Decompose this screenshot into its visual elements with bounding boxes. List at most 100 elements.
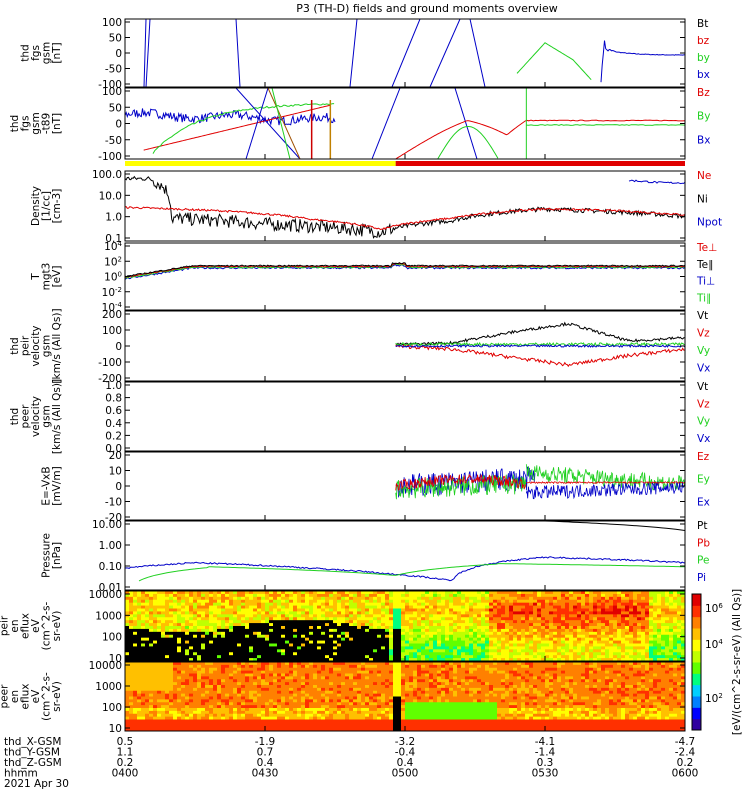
legend-blue: Vx	[697, 363, 710, 375]
ni-trace	[125, 175, 685, 239]
x-axis-value: -4.1	[535, 736, 556, 748]
y-tick-label: 1.0	[105, 212, 122, 224]
x-axis-value: 0.7	[257, 747, 274, 759]
ylabel-line: (cm^2-s-	[41, 672, 53, 721]
colorbar-tick: 104	[705, 638, 723, 651]
y-tick-label: 0.4	[105, 418, 122, 430]
y-tick-label: 200	[102, 309, 122, 321]
y-tick-label: 10	[109, 466, 122, 478]
fgs-gsm-t89-traces	[125, 88, 685, 159]
y-tick-label: 0	[115, 48, 122, 60]
y-tick-label: 0	[115, 481, 122, 493]
y-tick-label: -100	[98, 79, 122, 91]
peer-velocity-legend: Vt Vz Vy Vx	[697, 381, 710, 445]
bx-segment	[145, 19, 151, 87]
y-tick-label: -10	[105, 497, 122, 509]
bx-trace	[600, 40, 685, 83]
y-tick-label: 50	[109, 33, 122, 45]
density-legend: Ne Ni Npot	[697, 170, 722, 229]
y-tick-label: 0.8	[105, 393, 122, 405]
fgs-gsm-legend: Bt bz by bx	[697, 18, 710, 81]
ylabel-line: gsm	[30, 112, 42, 134]
x-axis-value: -1.9	[255, 736, 276, 748]
ylabel-line: [nT]	[51, 42, 63, 63]
legend-green: Ti∥	[696, 292, 711, 304]
y-tick-label: -200	[98, 373, 122, 385]
x-axis-date: 2021 Apr 30	[4, 778, 69, 790]
y-tick-label: 100.0	[92, 169, 122, 181]
ne-trace	[125, 205, 685, 231]
ylabel-line: thd	[9, 115, 21, 132]
ylabel-line: (cm^2-s-	[41, 601, 53, 650]
temperature-legend: Te⊥ Te∥ Ti⊥ Ti∥	[696, 242, 717, 304]
temperature-traces	[125, 262, 685, 280]
fgs-gsm-y-ticks: 100 50 0 -50 -100	[98, 17, 122, 91]
ylabel-line: en	[9, 619, 21, 632]
y-tick-label: 100	[102, 702, 122, 714]
y-tick-label: 0.2	[105, 430, 122, 442]
npot-trace	[628, 179, 685, 185]
peir-velocity-y-ticks: 200 100 0 -100 -200	[98, 309, 122, 385]
legend-blue: Ex	[697, 496, 710, 508]
plot-title: P3 (TH-D) fields and ground moments over…	[296, 2, 558, 15]
y-tick-label: 0	[115, 341, 122, 353]
x-axis-value: 0.3	[537, 757, 554, 769]
legend-red: Vz	[697, 398, 710, 410]
bx-segment	[349, 19, 358, 87]
bx-segment	[235, 19, 241, 87]
y-tick-label: 0.1	[105, 233, 122, 245]
pressure-ylabel: Pressure[nPa]	[41, 533, 64, 578]
ylabel-line: mgt3	[41, 263, 53, 291]
ylabel-line: Pressure	[41, 533, 53, 578]
y-tick-label: 50	[109, 102, 122, 114]
bz-tail	[526, 119, 685, 122]
ylabel-line: gsm	[41, 335, 53, 357]
x-axis-row-label: hhmm	[4, 768, 38, 780]
x-axis-value: 0530	[532, 768, 559, 780]
y-tick-label: -100	[98, 357, 122, 369]
ylabel-line: [km/s (All Qs)]	[51, 308, 63, 383]
ez-trace	[395, 473, 527, 491]
fgs-gsm-t89-y-ticks: 100 50 0 -50 -100	[98, 86, 122, 163]
peir-eflux-spectrogram	[125, 591, 686, 662]
x-axis-value: -0.4	[395, 747, 416, 759]
y-tick-label: 0.6	[105, 405, 122, 417]
legend-black: Vt	[697, 381, 708, 393]
ylabel-line: peir	[0, 615, 11, 636]
ylabel-line: peer	[0, 684, 11, 709]
bx-segment	[429, 19, 461, 87]
y-tick-label: 1000	[95, 681, 122, 693]
ylabel-line: velocity	[30, 325, 42, 366]
y-tick-label: 10-2	[102, 286, 122, 299]
by-tail	[526, 123, 685, 126]
temperature-frame	[124, 242, 686, 311]
ex-trace	[395, 466, 536, 498]
y-tick-label: 104	[104, 240, 122, 253]
y-tick-label: 102	[104, 255, 122, 268]
ylabel-line: sr-eV)	[51, 611, 63, 642]
efield-ylabel: E=-VxB[mV/m]	[41, 466, 64, 505]
y-tick-label: 100	[102, 86, 122, 98]
vx-trace	[395, 344, 685, 349]
ylabel-line: [eV]	[51, 266, 63, 288]
y-tick-label: -50	[105, 135, 122, 147]
density-ylabel: Density[1/cc][cm-3]	[30, 186, 63, 226]
ylabel-line: -t89	[41, 113, 53, 134]
ylabel-line: Density	[30, 186, 42, 226]
fgs-gsm-t89-frame	[124, 87, 686, 160]
density-y-ticks: 100.0 10.0 1.0 0.1	[92, 169, 122, 245]
peer-eflux-y-ticks: 10000 1000 100 10	[89, 660, 122, 735]
x-axis-value: 0500	[392, 768, 419, 780]
density-frame	[124, 170, 686, 242]
peir-velocity-traces	[395, 321, 685, 368]
vt-trace	[395, 321, 685, 347]
x-axis-value: 1.1	[117, 747, 134, 759]
legend-red: Ne	[697, 170, 711, 182]
x-axis-value: -3.2	[395, 736, 416, 748]
fgs-gsm-traces	[143, 19, 685, 87]
ylabel-line: [km/s (All Qs)]	[51, 379, 63, 454]
ylabel-line: [1/cc]	[41, 191, 53, 221]
